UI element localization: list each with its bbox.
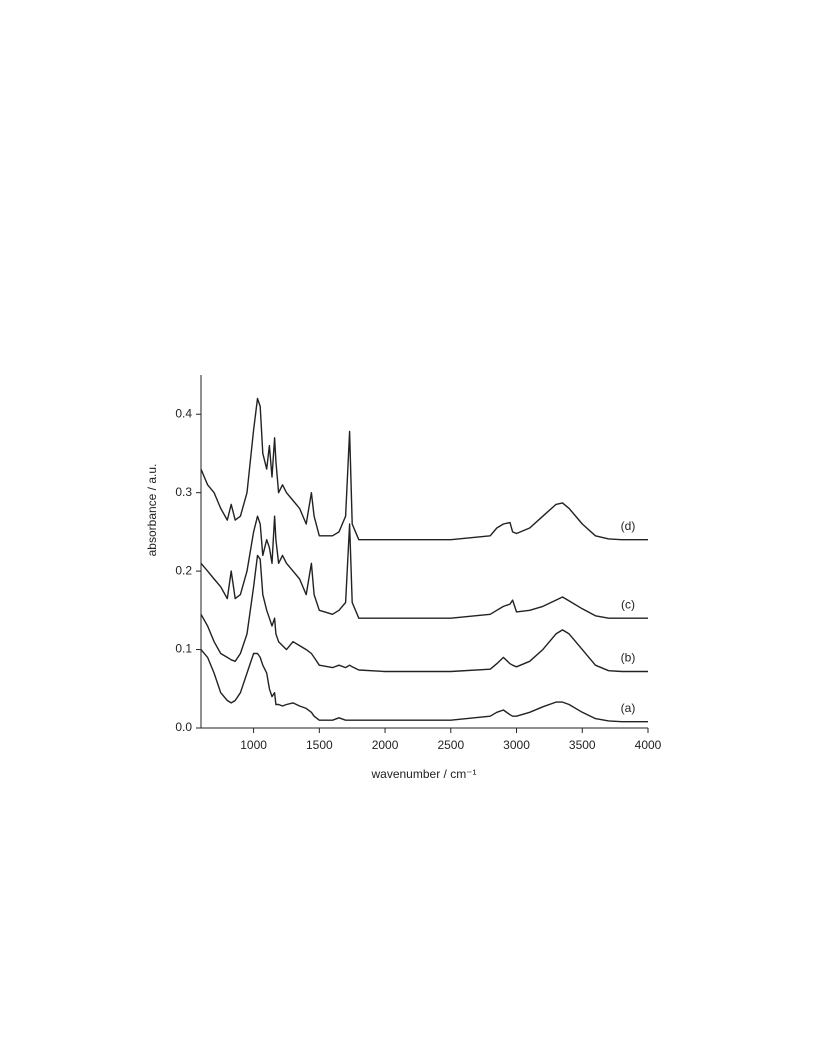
spectrum-line [200, 554, 648, 673]
y-tick-label: 0.2 [175, 563, 192, 577]
y-tick-label: 0.0 [175, 720, 192, 734]
x-tick-label: 1500 [306, 738, 333, 752]
spectrum-line [200, 515, 648, 619]
series-label: (d) [621, 519, 636, 533]
series-label: (a) [621, 701, 636, 715]
x-tick-label: 1000 [240, 738, 267, 752]
series-label: (b) [621, 651, 636, 665]
spectrum-line [200, 397, 648, 541]
x-tick-label: 2000 [372, 738, 399, 752]
x-axis-label: wavenumber / cm⁻¹ [370, 767, 476, 781]
y-axis-label: absorbance / a.u. [145, 464, 159, 557]
x-tick-label: 4000 [635, 738, 662, 752]
x-tick-label: 3500 [569, 738, 596, 752]
spectrum-line [200, 649, 648, 723]
x-tick-label: 3000 [503, 738, 530, 752]
series-label: (c) [621, 597, 635, 611]
x-tick-label: 2500 [437, 738, 464, 752]
y-tick-label: 0.3 [175, 485, 192, 499]
y-tick-label: 0.4 [175, 406, 192, 420]
y-tick-label: 0.1 [175, 642, 192, 656]
